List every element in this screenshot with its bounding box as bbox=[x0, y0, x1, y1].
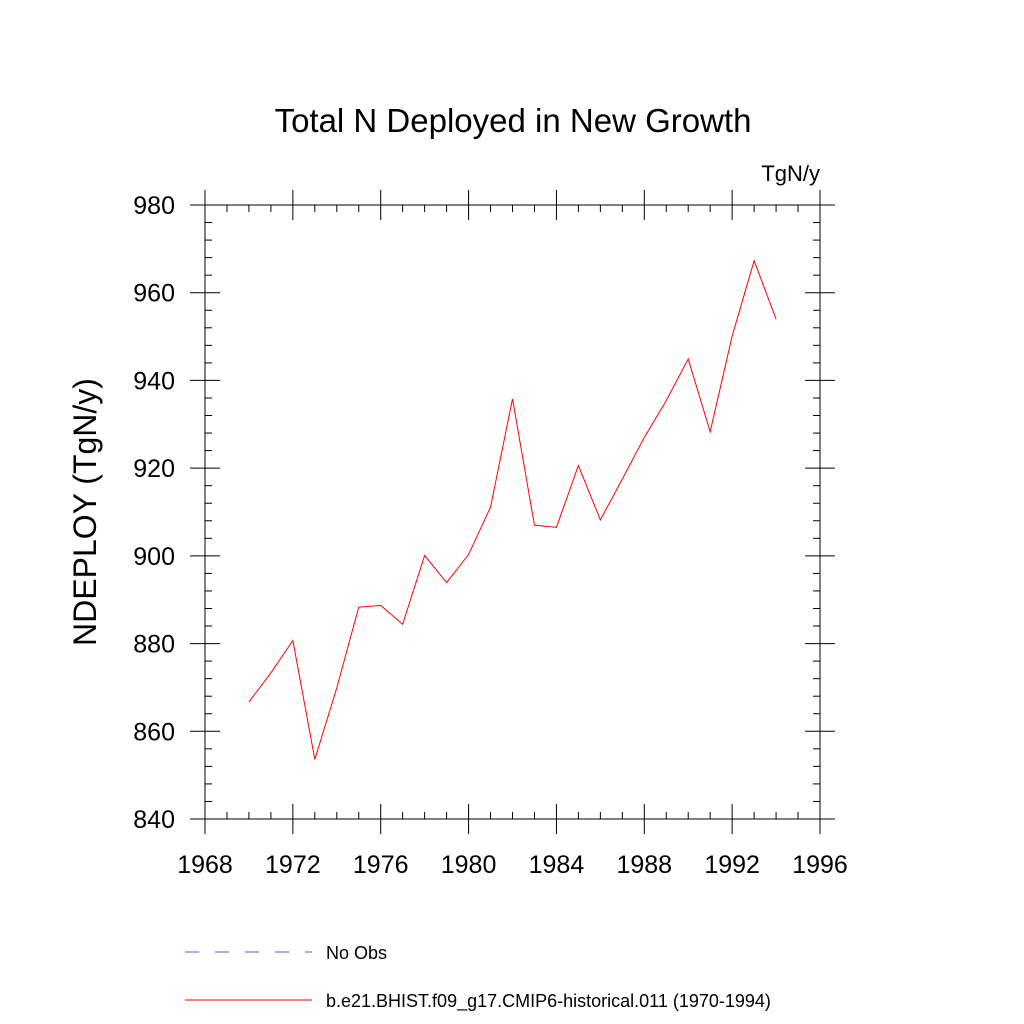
legend-label: b.e21.BHIST.f09_g17.CMIP6-historical.011… bbox=[326, 991, 771, 1012]
x-tick-label: 1984 bbox=[529, 851, 585, 879]
x-tick-label: 1996 bbox=[792, 851, 848, 879]
y-tick-label: 840 bbox=[133, 806, 175, 834]
series-line bbox=[248, 259, 777, 760]
y-tick-label: 900 bbox=[133, 543, 175, 571]
axis-ticks: 1968 1972 1976 1980 1984 1988 1992 1996 840 860 88… bbox=[133, 190, 848, 879]
y-tick-label: 920 bbox=[133, 455, 175, 483]
x-tick-label: 1972 bbox=[265, 851, 321, 879]
x-tick-label: 1968 bbox=[177, 851, 233, 879]
data-series bbox=[248, 259, 777, 760]
legend: No Obs b.e21.BHIST.f09_g17.CMIP6-historic… bbox=[185, 943, 771, 1012]
units-label: TgN/y bbox=[761, 161, 820, 186]
plot-frame bbox=[204, 204, 821, 820]
legend-label: No Obs bbox=[326, 943, 387, 963]
chart-title: Total N Deployed in New Growth bbox=[275, 102, 752, 139]
x-tick-label: 1980 bbox=[441, 851, 497, 879]
y-tick-label: 940 bbox=[133, 367, 175, 395]
x-tick-label: 1988 bbox=[616, 851, 672, 879]
y-tick-label: 860 bbox=[133, 718, 175, 746]
y-axis-label: NDEPLOY (TgN/y) bbox=[67, 378, 103, 646]
y-tick-label: 960 bbox=[133, 280, 175, 308]
x-tick-label: 1976 bbox=[353, 851, 409, 879]
y-tick-label: 880 bbox=[133, 631, 175, 659]
y-tick-label: 980 bbox=[133, 192, 175, 220]
x-tick-label: 1992 bbox=[704, 851, 760, 879]
